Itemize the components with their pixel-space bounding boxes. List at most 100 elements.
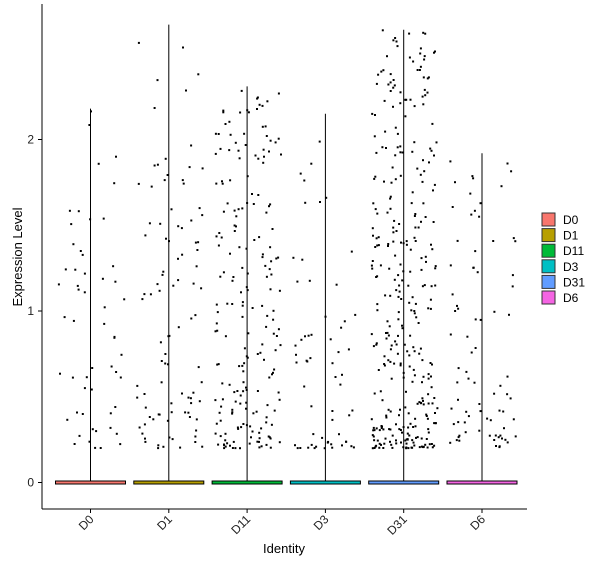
data-point <box>63 316 66 319</box>
data-point <box>268 205 270 208</box>
data-point <box>408 434 411 437</box>
data-point <box>223 443 225 446</box>
data-point <box>335 283 338 286</box>
y-tick-label: 2 <box>27 133 34 147</box>
data-point <box>429 362 432 364</box>
data-point <box>385 337 388 340</box>
data-point <box>265 275 268 278</box>
data-point <box>307 446 310 449</box>
data-point <box>269 203 272 206</box>
data-point <box>372 426 375 429</box>
data-point <box>425 413 428 416</box>
data-point <box>190 402 193 405</box>
data-point <box>426 417 429 420</box>
data-point <box>247 332 250 335</box>
data-point <box>398 284 401 287</box>
data-point <box>499 384 502 387</box>
violin-group-d6 <box>446 153 518 485</box>
data-point <box>94 446 97 449</box>
data-point <box>195 429 198 432</box>
data-point <box>103 322 106 325</box>
data-point <box>72 319 75 322</box>
data-point <box>215 322 218 325</box>
data-point <box>376 439 379 442</box>
data-point <box>241 301 244 304</box>
data-point <box>410 309 413 312</box>
data-point <box>229 252 231 255</box>
data-point <box>486 417 489 420</box>
data-point <box>378 442 381 445</box>
data-point <box>325 196 328 199</box>
data-point <box>417 322 420 324</box>
data-point <box>321 436 324 439</box>
data-point <box>413 374 416 377</box>
data-point <box>394 154 397 157</box>
data-point <box>380 443 382 446</box>
data-point <box>266 404 269 407</box>
data-point <box>305 359 308 362</box>
data-point <box>246 289 249 292</box>
data-point <box>389 348 392 351</box>
data-point <box>394 126 397 129</box>
data-point <box>109 412 112 415</box>
data-point <box>387 83 390 86</box>
data-point <box>245 355 248 358</box>
data-point <box>379 264 382 267</box>
data-point <box>418 446 421 449</box>
data-point <box>352 446 355 449</box>
data-point <box>425 260 427 263</box>
data-point <box>384 130 387 133</box>
data-point <box>197 73 200 76</box>
data-point <box>247 111 250 114</box>
data-point <box>451 293 454 296</box>
data-point <box>478 215 481 218</box>
data-point <box>420 445 423 448</box>
data-point <box>158 289 161 292</box>
data-point <box>215 422 218 425</box>
data-point <box>90 388 93 391</box>
data-point <box>158 413 161 416</box>
data-point <box>274 349 277 352</box>
data-point <box>350 445 353 448</box>
data-point <box>170 208 173 211</box>
data-point <box>220 405 223 408</box>
violin-base <box>368 480 440 485</box>
data-point <box>187 396 190 399</box>
data-point <box>272 371 274 374</box>
data-point <box>150 185 153 188</box>
data-point <box>272 309 275 312</box>
data-point <box>432 221 435 223</box>
data-point <box>378 446 381 449</box>
data-point <box>431 122 434 125</box>
data-point <box>466 335 469 338</box>
data-point <box>253 239 256 241</box>
data-point <box>381 399 384 402</box>
data-point <box>265 416 268 419</box>
data-point <box>101 277 104 280</box>
data-point <box>456 239 459 242</box>
y-tick-label: 0 <box>27 476 34 490</box>
y-tick-label: 1 <box>27 304 34 318</box>
legend-swatch <box>541 243 556 258</box>
data-point <box>245 401 248 404</box>
data-point <box>241 207 244 210</box>
data-point <box>389 73 392 76</box>
data-point <box>240 291 242 294</box>
data-point <box>403 343 406 346</box>
data-point <box>400 298 403 300</box>
data-point <box>226 302 229 305</box>
data-point <box>77 210 80 213</box>
data-point <box>266 314 269 317</box>
data-point <box>331 362 334 365</box>
data-point <box>414 425 417 428</box>
data-point <box>143 393 146 395</box>
data-point <box>376 244 379 247</box>
data-point <box>226 442 229 445</box>
data-point <box>388 325 391 328</box>
data-point <box>392 240 395 243</box>
data-point <box>264 125 267 128</box>
y-axis-title: Expression Level <box>10 207 25 306</box>
data-point <box>456 381 459 384</box>
data-point <box>419 52 422 55</box>
